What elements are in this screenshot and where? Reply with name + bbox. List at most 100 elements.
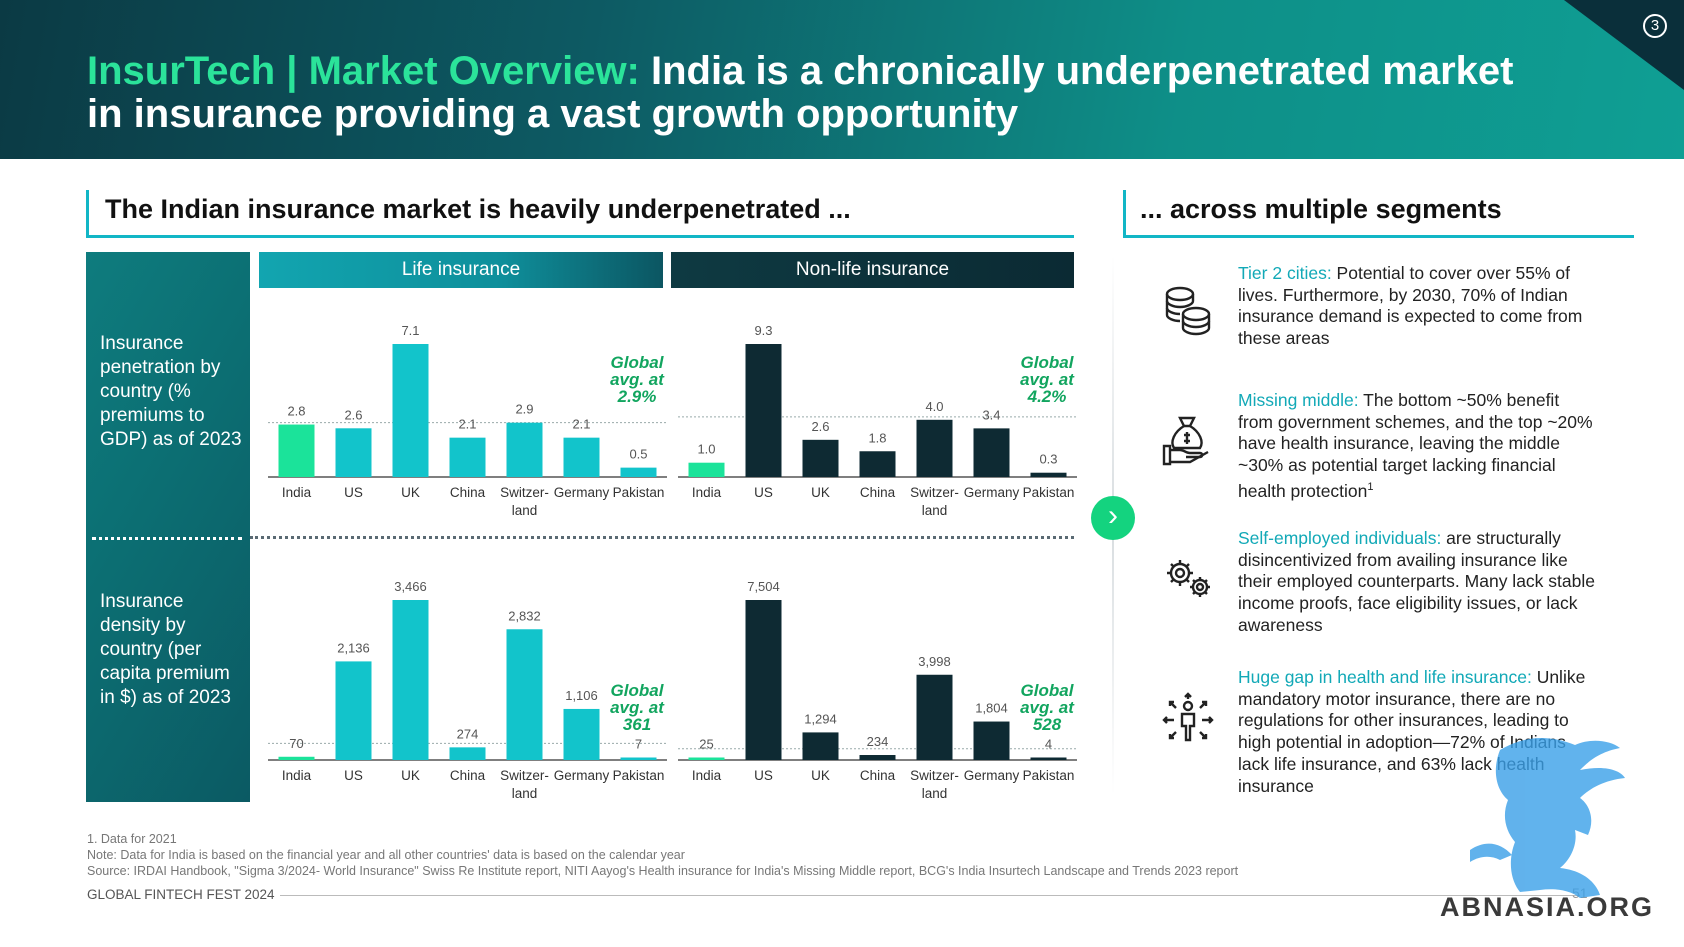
- value-label: 4: [1045, 737, 1052, 752]
- value-label: 3,466: [394, 579, 427, 594]
- category-label: land: [922, 786, 948, 801]
- category-label: UK: [401, 485, 420, 500]
- category-label: Pakistan: [1023, 768, 1075, 783]
- bar-nonlife_penetration-3: [860, 451, 896, 477]
- category-label: India: [692, 485, 722, 500]
- segment-key: Huge gap in health and life insurance:: [1238, 667, 1532, 687]
- category-label: Germany: [964, 485, 1020, 500]
- value-label: 1,804: [975, 701, 1008, 716]
- bar-life_density-2: [393, 600, 429, 760]
- value-label: 3,998: [918, 654, 951, 669]
- category-label: Germany: [554, 768, 610, 783]
- category-label: Germany: [554, 485, 610, 500]
- category-label: UK: [811, 768, 830, 783]
- category-label: China: [860, 768, 896, 783]
- value-label: 1,294: [804, 711, 837, 726]
- category-label: Switzer-: [500, 485, 549, 500]
- category-label: China: [860, 485, 896, 500]
- bar-life_penetration-4: [507, 423, 543, 477]
- category-label: Pakistan: [613, 485, 665, 500]
- footer-rule: [280, 895, 1580, 896]
- value-label: 2.8: [287, 404, 305, 419]
- footnote-note: Note: Data for India is based on the fin…: [87, 848, 685, 862]
- category-label: India: [692, 768, 722, 783]
- value-label: 70: [289, 736, 303, 751]
- category-label: US: [344, 768, 363, 783]
- footnote-source: Source: IRDAI Handbook, "Sigma 3/2024- W…: [87, 864, 1238, 878]
- bar-nonlife_density-0: [689, 758, 725, 761]
- segment-key: Self-employed individuals:: [1238, 528, 1441, 548]
- bar-nonlife_density-6: [1031, 758, 1067, 761]
- value-label: 274: [457, 726, 479, 741]
- value-label: 1.8: [868, 430, 886, 445]
- segment-1: Tier 2 cities: Potential to cover over 5…: [1238, 263, 1598, 350]
- bar-life_density-5: [564, 709, 600, 760]
- bar-life_penetration-5: [564, 438, 600, 477]
- segment-3: Self-employed individuals: are structura…: [1238, 528, 1598, 637]
- segment-key: Tier 2 cities:: [1238, 263, 1332, 283]
- value-label: 7: [635, 737, 642, 752]
- value-label: 1,106: [565, 688, 598, 703]
- bar-nonlife_penetration-6: [1031, 473, 1067, 477]
- coins-icon: [1160, 282, 1216, 338]
- bar-life_penetration-1: [336, 428, 372, 477]
- bar-life_density-3: [450, 747, 486, 760]
- value-label: 4.0: [925, 399, 943, 414]
- category-label: Switzer-: [910, 768, 959, 783]
- category-label: UK: [811, 485, 830, 500]
- category-label: India: [282, 485, 312, 500]
- bar-nonlife_penetration-2: [803, 440, 839, 477]
- category-label: Switzer-: [910, 485, 959, 500]
- value-label: 2.1: [458, 417, 476, 432]
- category-label: China: [450, 768, 486, 783]
- category-label: UK: [401, 768, 420, 783]
- watermark-text: ABNASIA.ORG: [1440, 892, 1654, 922]
- value-label: 7.1: [401, 323, 419, 338]
- segment-footnote-ref: 1: [1367, 481, 1373, 493]
- event-name: GLOBAL FINTECH FEST 2024: [87, 887, 275, 902]
- category-label: US: [754, 768, 773, 783]
- global-average-label: 4.2%: [1027, 387, 1067, 406]
- watermark-logo: ABNASIA.ORG: [1430, 730, 1680, 947]
- value-label: 1.0: [697, 442, 715, 457]
- money-bag-hand-icon: [1160, 412, 1216, 468]
- global-average-label: 528: [1033, 715, 1062, 734]
- bar-life_density-0: [279, 757, 315, 760]
- segment-2: Missing middle: The bottom ~50% benefit …: [1238, 390, 1598, 502]
- bar-life_density-1: [336, 661, 372, 760]
- bar-life_penetration-3: [450, 438, 486, 477]
- value-label: 7,504: [747, 579, 780, 594]
- bar-life_penetration-6: [621, 468, 657, 477]
- category-label: land: [512, 503, 538, 518]
- category-label: Switzer-: [500, 768, 549, 783]
- category-label: US: [344, 485, 363, 500]
- value-label: 2.6: [344, 407, 362, 422]
- value-label: 2.6: [811, 419, 829, 434]
- value-label: 3.4: [982, 407, 1000, 422]
- category-label: India: [282, 768, 312, 783]
- value-label: 9.3: [754, 323, 772, 338]
- bar-nonlife_penetration-0: [689, 463, 725, 477]
- segment-key: Missing middle:: [1238, 390, 1359, 410]
- bar-life_density-4: [507, 629, 543, 760]
- gears-icon: [1160, 551, 1216, 607]
- bar-life_penetration-0: [279, 425, 315, 477]
- value-label: 234: [867, 734, 889, 749]
- category-label: land: [512, 786, 538, 801]
- bar-nonlife_density-2: [803, 732, 839, 760]
- bar-nonlife_penetration-1: [746, 344, 782, 477]
- bar-nonlife_density-4: [917, 675, 953, 760]
- bar-nonlife_penetration-5: [974, 428, 1010, 477]
- category-label: Pakistan: [1023, 485, 1075, 500]
- category-label: Germany: [964, 768, 1020, 783]
- footnote-1: 1. Data for 2021: [87, 832, 177, 846]
- category-label: US: [754, 485, 773, 500]
- category-label: land: [922, 503, 948, 518]
- bar-nonlife_density-1: [746, 600, 782, 760]
- category-label: Pakistan: [613, 768, 665, 783]
- value-label: 2,832: [508, 608, 541, 623]
- value-label: 0.3: [1039, 452, 1057, 467]
- value-label: 0.5: [629, 447, 647, 462]
- value-label: 25: [699, 737, 713, 752]
- global-average-label: 361: [623, 715, 651, 734]
